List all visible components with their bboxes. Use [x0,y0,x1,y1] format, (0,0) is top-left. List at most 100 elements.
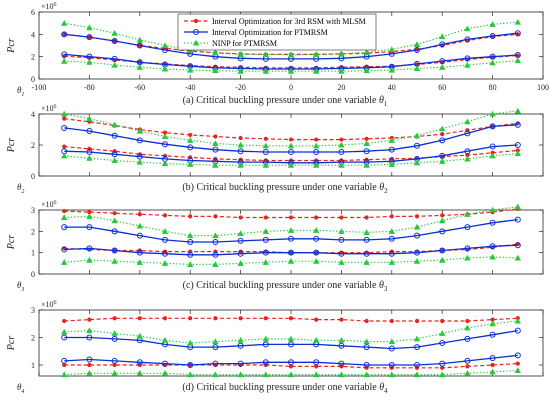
data-point [313,258,320,264]
data-point [439,330,446,336]
data-point [338,148,345,155]
data-point [61,357,68,364]
x-tick-label: 80 [489,83,497,92]
data-point [414,46,420,53]
data-point [389,214,394,219]
series-3 [61,216,521,245]
data-point [162,316,168,321]
data-point [287,258,295,264]
data-point [111,121,118,128]
data-point [288,249,294,256]
data-point [413,371,421,378]
data-point [414,362,420,368]
data-point [187,66,194,73]
data-point [489,355,496,362]
data-point [212,338,219,345]
data-point [389,318,394,324]
data-point [111,157,118,164]
legend-swatch-marker [192,39,200,46]
data-point [187,362,194,368]
data-point [363,250,370,257]
data-point [363,236,370,243]
data-point [313,142,320,149]
data-point [262,161,269,168]
data-point [161,42,169,49]
x-tick-label: 20 [337,83,345,92]
data-point [514,367,521,374]
data-point [363,371,370,378]
data-point [212,360,219,367]
data-point [288,235,294,242]
data-point [287,51,295,58]
y-tick-label: 2 [31,53,35,62]
data-point [338,337,345,343]
data-point [464,148,471,155]
data-point [237,371,244,378]
data-point [288,137,294,142]
data-point [338,228,345,234]
data-point [86,356,93,363]
data-point [62,318,67,324]
x-tick-label: -40 [185,83,196,92]
data-point [111,228,118,235]
x-axis-variable: θ2 [17,182,24,195]
legend-item-2: Interval Optimization for PTMRSM [184,28,328,37]
data-point [489,152,496,159]
data-point [161,160,169,167]
x-tick-label: -20 [235,83,246,92]
legend-swatch-marker [193,18,199,24]
data-point [363,229,370,235]
data-point [464,55,471,62]
data-point [61,19,68,26]
data-point [288,215,294,220]
data-point [338,259,345,265]
data-point [439,371,446,378]
data-point [439,228,446,235]
data-point [213,316,218,321]
data-point [288,359,294,366]
data-point [364,136,369,141]
data-point [136,222,143,229]
data-point [262,259,269,265]
data-point [213,214,218,219]
data-point [313,359,320,366]
data-point [62,116,67,121]
series-6 [61,253,521,267]
data-point [363,344,370,351]
legend-swatch-marker [193,29,199,35]
data-point [86,245,93,252]
x-tick-label: -100 [32,83,47,92]
data-point [489,331,496,338]
data-point [237,230,244,237]
series-3 [61,121,521,155]
data-point [136,232,143,239]
data-point [212,239,219,245]
y-multiplier: ×106 [41,2,57,11]
series-4 [61,242,521,258]
data-point [514,352,521,359]
data-point [111,370,118,376]
data-point [363,49,370,55]
data-point [136,259,143,265]
data-point [464,324,471,331]
data-point [440,365,445,370]
data-point [313,148,320,155]
data-point [413,41,421,47]
series-line [64,218,518,243]
data-point [86,154,93,161]
series-6 [61,150,521,168]
legend-box [177,13,377,51]
data-point [187,339,194,346]
data-point [237,67,244,74]
data-point [464,211,471,217]
panel-caption: (b) Critical buckling pressure under one… [182,182,388,195]
data-point [514,30,521,37]
series-6 [61,57,521,74]
panel-caption: (a) Critical buckling pressure under one… [183,95,388,108]
data-point [111,330,118,336]
data-point [413,159,421,166]
data-point [162,130,168,135]
data-point [414,214,420,219]
data-point [136,158,143,165]
x-axis-variable: θ1 [17,85,24,98]
